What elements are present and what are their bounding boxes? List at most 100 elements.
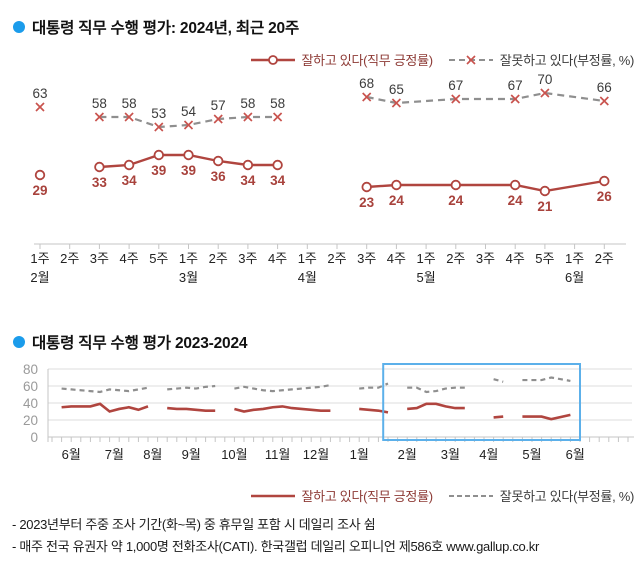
negative-value-label: 53: [151, 106, 166, 121]
positive-value-label: 24: [448, 193, 464, 208]
month-axis-label: 2월: [398, 447, 417, 462]
negative-value-label: 70: [537, 72, 552, 87]
line-segment: [359, 382, 389, 390]
footnote-survey-method: - 매주 전국 유권자 약 1,000명 전화조사(CATI). 한국갤럽 데일…: [12, 539, 539, 554]
x-marker-icon: [510, 94, 520, 104]
month-axis-label: 7월: [105, 447, 124, 462]
month-axis-label: 6월: [566, 447, 585, 462]
x-marker-icon: [35, 102, 45, 112]
negative-value-label: 58: [92, 96, 107, 111]
legend-item-negative: 잘못하고 있다(부정률, %): [447, 486, 634, 505]
week-axis-label: 4주: [119, 251, 138, 266]
week-axis-label: 4주: [387, 251, 406, 266]
bottom-chart-positive-series: [61, 402, 571, 421]
top-chart-axis: 1주 2주 3주 4주 5주 1주 2주 3주 4주 1주 2주 3주 4주 1주 2주 3주 4주 5주 1주 2주…: [30, 243, 626, 285]
x-marker-icon: [243, 112, 253, 122]
week-axis-label: 3주: [476, 251, 495, 266]
negative-value-label: 65: [389, 82, 404, 97]
x-marker-icon: [124, 112, 134, 122]
highlight-box-2024: [382, 363, 582, 441]
week-axis-label: 1주: [179, 251, 198, 266]
y-axis-label: 40: [23, 396, 38, 411]
week-axis-label: 4주: [268, 251, 287, 266]
week-axis-label: 3주: [357, 251, 376, 266]
line-segment: [493, 415, 504, 419]
circle-marker-icon: [242, 159, 254, 171]
line-segment: [61, 402, 149, 413]
line-segment: [407, 402, 465, 411]
month-axis-label: 8월: [143, 447, 162, 462]
x-marker-icon: [154, 122, 164, 132]
y-axis-label: 0: [30, 430, 38, 445]
circle-marker-icon: [34, 169, 46, 181]
bullet-icon: [13, 21, 25, 33]
week-axis-label: 2주: [209, 251, 228, 266]
positive-value-label: 21: [537, 199, 553, 214]
bottom-chart-legend: 잘하고 있다(직무 긍정률) 잘못하고 있다(부정률, %): [249, 486, 634, 505]
week-axis-label: 3주: [238, 251, 257, 266]
negative-value-label: 58: [122, 96, 137, 111]
positive-line-icon: [250, 494, 295, 497]
top-chart-markers: [34, 88, 610, 197]
top-chart-positive-series: [99, 153, 605, 193]
negative-value-label: 63: [32, 86, 47, 101]
bottom-chart-axis: 6월 7월 8월 9월 10월 11월 12월 1월 2월 3월 4월 5월 6월: [47, 369, 634, 462]
bottom-chart-grid: 0 20 40 60 80: [23, 362, 632, 445]
line-segment: [493, 378, 504, 383]
circle-marker-icon: [510, 179, 521, 191]
legend-negative-label: 잘못하고 있다(부정률, %): [499, 489, 635, 504]
bottom-chart-header: 대통령 직무 수행 평가 2023-2024: [13, 331, 247, 353]
week-axis-label: 1주: [565, 251, 584, 266]
month-axis-label: 6월: [565, 270, 584, 285]
legend-positive-label: 잘하고 있다(직무 긍정률): [301, 489, 434, 504]
month-axis-label: 10월: [221, 447, 247, 462]
positive-value-label: 39: [181, 163, 196, 178]
negative-value-label: 57: [211, 98, 226, 113]
negative-value-label: 54: [181, 104, 197, 119]
y-axis-label: 60: [23, 379, 38, 394]
circle-marker-icon: [361, 181, 372, 193]
x-marker-icon: [272, 112, 283, 122]
legend-item-positive: 잘하고 있다(직무 긍정률): [249, 486, 433, 505]
negative-value-label: 67: [448, 78, 463, 93]
negative-value-label: 58: [240, 96, 255, 111]
legend-negative-label: 잘못하고 있다(부정률, %): [499, 53, 635, 68]
legend-item-negative: 잘못하고 있다(부정률, %): [447, 50, 634, 69]
top-chart-title: 대통령 직무 수행 평가: 2024년, 최근 20주: [32, 20, 300, 37]
positive-value-label: 26: [597, 189, 613, 204]
line-segment: [167, 384, 216, 391]
week-axis-label: 2주: [595, 251, 614, 266]
positive-line: [366, 179, 605, 193]
negative-value-label: 58: [270, 96, 285, 111]
month-axis-label: 1월: [350, 447, 369, 462]
month-axis-label: 5월: [416, 270, 435, 285]
positive-value-label: 34: [240, 173, 256, 188]
month-axis-label: 3월: [441, 447, 460, 462]
legend-positive-label: 잘하고 있다(직무 긍정률): [301, 53, 434, 68]
positive-value-label: 24: [508, 193, 524, 208]
week-axis-label: 2주: [327, 251, 346, 266]
week-axis-label: 1주: [30, 251, 49, 266]
month-axis-label: 3월: [179, 270, 198, 285]
month-axis-label: 11월: [265, 447, 290, 462]
circle-marker-icon: [599, 175, 610, 187]
highlight-rect: [382, 363, 582, 441]
week-axis-label: 3주: [90, 251, 109, 266]
negative-value-label: 66: [597, 80, 612, 95]
line-segment: [522, 413, 571, 421]
positive-value-label: 34: [122, 173, 138, 188]
x-marker-icon: [599, 96, 609, 106]
positive-line-icon: [250, 54, 295, 65]
week-axis-label: 1주: [298, 251, 317, 266]
negative-value-label: 67: [508, 78, 523, 93]
negative-line: [366, 91, 605, 105]
positive-value-label: 24: [389, 193, 405, 208]
x-marker-icon: [540, 88, 550, 98]
month-axis-label: 4월: [479, 447, 498, 462]
legend-item-positive: 잘하고 있다(직무 긍정률): [249, 50, 433, 69]
circle-marker-icon: [212, 155, 224, 167]
x-marker-icon: [362, 92, 372, 102]
x-marker-icon: [213, 114, 223, 124]
